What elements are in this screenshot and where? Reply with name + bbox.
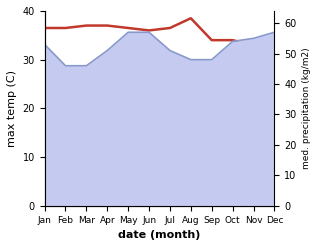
Y-axis label: max temp (C): max temp (C) [7,70,17,147]
Y-axis label: med. precipitation (kg/m2): med. precipitation (kg/m2) [302,48,311,169]
X-axis label: date (month): date (month) [118,230,201,240]
